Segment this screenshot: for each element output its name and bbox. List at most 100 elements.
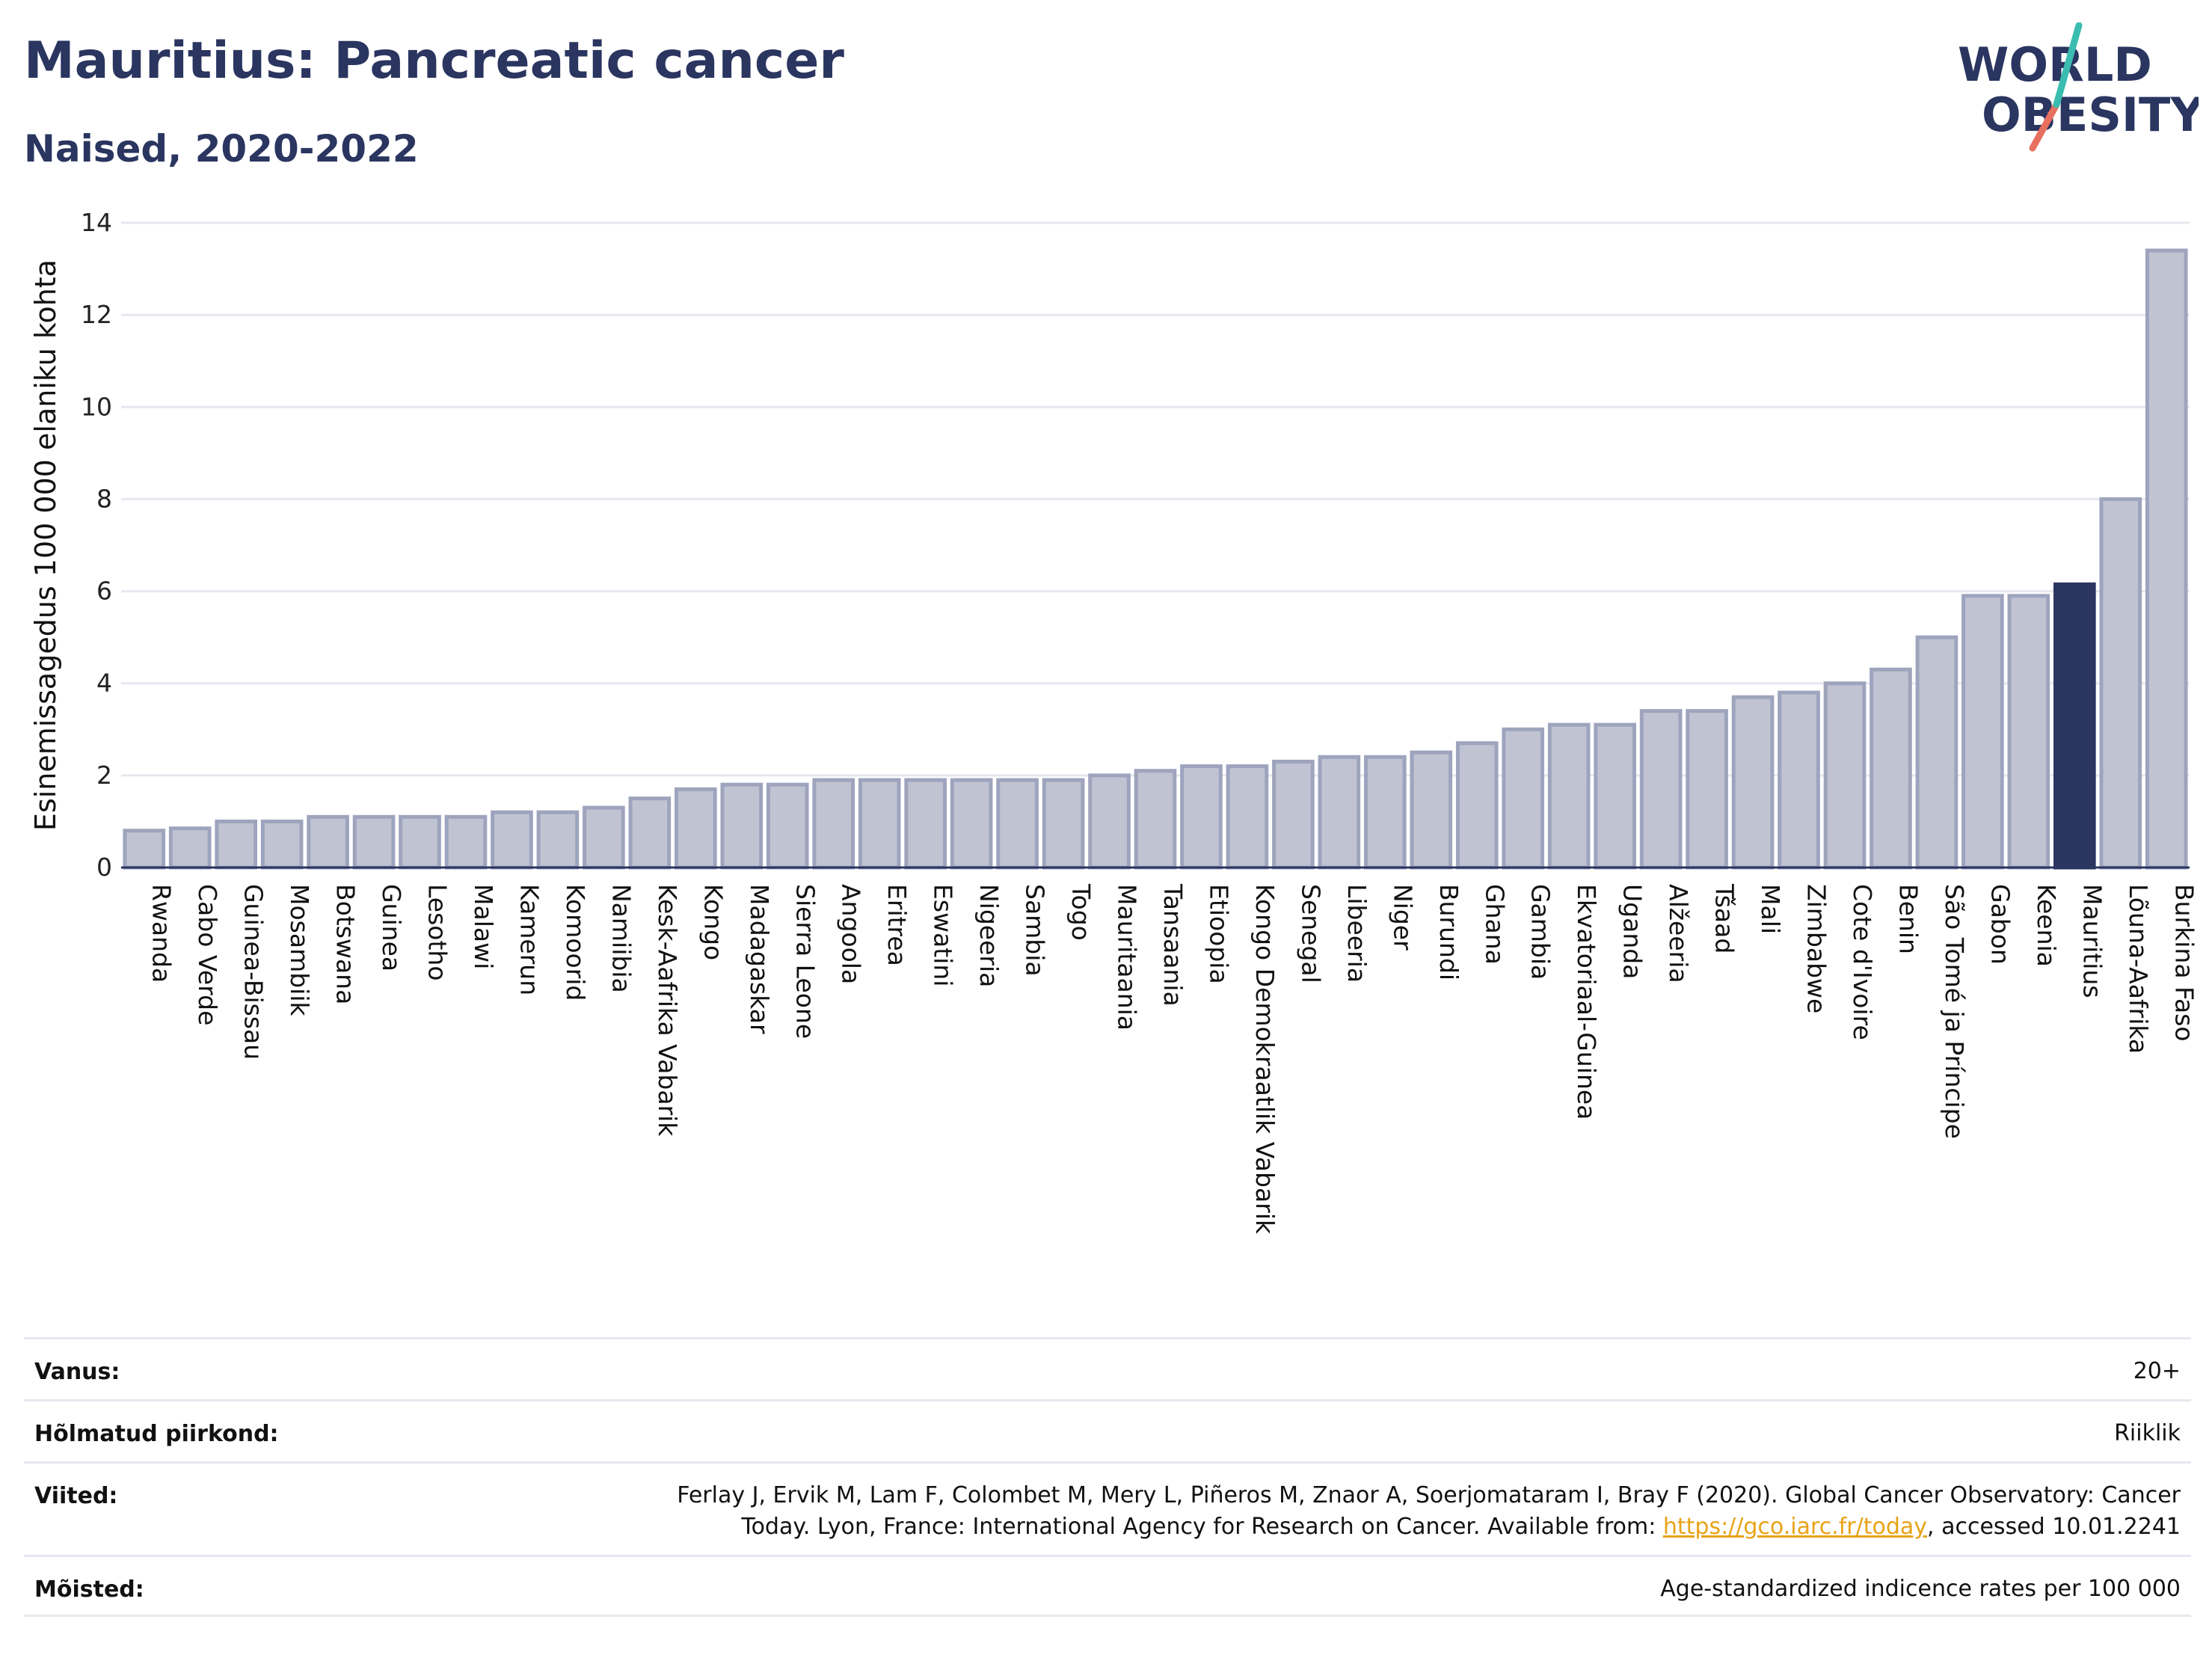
bar bbox=[2007, 594, 2050, 870]
bar bbox=[766, 782, 809, 870]
meta-row-coverage: Hõlmatud piirkond: Riiklik bbox=[24, 1399, 2191, 1461]
world-obesity-logo: WORLD OBESITY bbox=[1958, 22, 2199, 152]
x-tick-label: Mosambiik bbox=[285, 884, 314, 1017]
x-tick-label: Senegal bbox=[1296, 884, 1325, 983]
reference-line2-post: , accessed 10.01.2241 bbox=[1927, 1514, 2181, 1540]
x-tick-label: Eritrea bbox=[882, 884, 912, 966]
meta-value-coverage: Riiklik bbox=[2114, 1420, 2181, 1446]
bar bbox=[1180, 764, 1223, 870]
bar bbox=[352, 814, 396, 870]
meta-value-age: 20+ bbox=[2133, 1358, 2181, 1384]
x-tick-label: Nigeeria bbox=[974, 884, 1004, 987]
x-tick-label: Sambia bbox=[1021, 884, 1050, 977]
x-tick-label: Ekvatoriaal-Guinea bbox=[1572, 884, 1601, 1120]
bar bbox=[1318, 755, 1361, 870]
bar bbox=[1915, 635, 1958, 870]
reference-link[interactable]: https://gco.iarc.fr/today bbox=[1662, 1514, 1928, 1540]
x-tick-label: Lesotho bbox=[423, 884, 452, 981]
bar bbox=[491, 810, 533, 870]
x-tick-label: Togo bbox=[1066, 883, 1096, 941]
y-axis-label: Esinemissagedus 100 000 elaniku kohta bbox=[29, 260, 62, 831]
x-tick-label: Sierra Leone bbox=[790, 884, 820, 1039]
bar bbox=[1547, 722, 1591, 870]
bar bbox=[1502, 727, 1545, 870]
y-tick-label: 4 bbox=[96, 669, 112, 698]
x-tick-label: Alžeeria bbox=[1664, 884, 1693, 983]
bar bbox=[1731, 695, 1775, 870]
x-tick-label: Mali bbox=[1756, 884, 1785, 934]
reference-line2: Today. Lyon, France: International Agenc… bbox=[677, 1511, 2181, 1543]
bar bbox=[536, 810, 580, 870]
x-tick-label: Kongo bbox=[698, 884, 728, 960]
meta-value-definitions: Age-standardized indicence rates per 100… bbox=[1660, 1576, 2181, 1602]
x-tick-label: Zimbabwe bbox=[1802, 884, 1831, 1013]
x-tick-label: São Tomé ja Príncipe bbox=[1940, 884, 1969, 1139]
meta-key-age: Vanus: bbox=[34, 1359, 120, 1385]
x-tick-label: Eswatini bbox=[929, 884, 958, 986]
x-tick-label: Benin bbox=[1893, 884, 1923, 954]
bar bbox=[399, 814, 441, 870]
x-tick-label: Komoorid bbox=[561, 884, 590, 1001]
x-tick-label: Uganda bbox=[1618, 884, 1647, 979]
meta-key-coverage: Hõlmatud piirkond: bbox=[34, 1421, 279, 1447]
x-tick-label: Botswana bbox=[331, 884, 360, 1004]
meta-key-references: Viited: bbox=[34, 1483, 118, 1509]
logo-line1: WORLD bbox=[1958, 37, 2152, 92]
x-tick-label: Gabon bbox=[1985, 884, 2015, 965]
bar bbox=[812, 778, 855, 870]
y-axis-ticks: 0 2 4 6 8 10 12 14 bbox=[81, 208, 112, 882]
y-tick-label: 6 bbox=[96, 577, 112, 606]
bar-highlighted bbox=[2053, 582, 2096, 870]
bar bbox=[307, 814, 349, 870]
bar bbox=[675, 787, 717, 870]
bar bbox=[2145, 248, 2188, 870]
bar bbox=[583, 805, 625, 870]
logo-slash-red bbox=[2029, 101, 2060, 152]
reference-line1: Ferlay J, Ervik M, Lam F, Colombet M, Me… bbox=[677, 1482, 2181, 1508]
meta-row-references: Viited: Ferlay J, Ervik M, Lam F, Colomb… bbox=[24, 1461, 2191, 1555]
x-tick-label: Guinea-Bissau bbox=[239, 884, 268, 1060]
y-tick-label: 2 bbox=[96, 761, 112, 790]
x-tick-label: Namiibia bbox=[606, 884, 636, 993]
bar bbox=[1778, 690, 1820, 870]
x-tick-label: Etioopia bbox=[1204, 884, 1233, 984]
metadata-table: Vanus: 20+ Hõlmatud piirkond: Riiklik Vi… bbox=[24, 1337, 2191, 1617]
bar bbox=[628, 796, 672, 870]
bar-chart: 0 2 4 6 8 10 12 14 Rwanda Cabo Verde Guinea-Bissa… bbox=[29, 208, 2199, 1235]
y-tick-label: 10 bbox=[81, 392, 112, 421]
x-tick-label: Rwanda bbox=[147, 884, 176, 983]
bar bbox=[1134, 769, 1177, 870]
x-tick-label: Madagaskar bbox=[745, 884, 774, 1034]
x-tick-label: Kesk-Aafrika Vabarik bbox=[653, 884, 682, 1137]
bar bbox=[1639, 709, 1683, 870]
x-axis-labels: Rwanda Cabo Verde Guinea-Bissau Mosambiik Bo… bbox=[147, 883, 2199, 1235]
x-tick-label: Lõuna-Aafrika bbox=[2124, 884, 2153, 1054]
meta-row-age: Vanus: 20+ bbox=[24, 1337, 2191, 1399]
x-tick-label: Burundi bbox=[1434, 884, 1463, 980]
x-tick-label: Angoola bbox=[837, 884, 866, 984]
x-tick-label: Niger bbox=[1388, 884, 1417, 951]
logo-slash-teal bbox=[2053, 22, 2083, 108]
bar bbox=[215, 819, 257, 870]
x-tick-label: Tansaania bbox=[1158, 883, 1188, 1007]
x-tick-label: Malawi bbox=[469, 884, 498, 969]
bar bbox=[1364, 755, 1407, 870]
x-tick-label: Gambia bbox=[1526, 884, 1555, 980]
x-tick-label: Cabo Verde bbox=[193, 884, 222, 1025]
bar bbox=[2099, 497, 2142, 870]
meta-row-definitions: Mõisted: Age-standardized indicence rate… bbox=[24, 1555, 2191, 1617]
x-tick-label: Kamerun bbox=[514, 884, 544, 995]
x-tick-label: Kongo Demokraatlik Vabarik bbox=[1250, 884, 1279, 1235]
x-tick-label: Mauritius bbox=[2077, 884, 2107, 998]
bar bbox=[1823, 681, 1867, 870]
y-tick-label: 0 bbox=[96, 853, 112, 882]
x-tick-label: Guinea bbox=[377, 884, 406, 971]
bar bbox=[1686, 709, 1728, 870]
x-tick-label: Mauritaania bbox=[1113, 884, 1142, 1031]
x-tick-label: Burkina Faso bbox=[2169, 884, 2199, 1042]
chart-subtitle: Naised, 2020-2022 bbox=[24, 127, 419, 171]
x-tick-label: Libeeria bbox=[1342, 884, 1371, 983]
bar bbox=[904, 778, 947, 870]
x-tick-label: Cote d'Ivoire bbox=[1848, 884, 1877, 1040]
bar bbox=[1226, 764, 1269, 870]
